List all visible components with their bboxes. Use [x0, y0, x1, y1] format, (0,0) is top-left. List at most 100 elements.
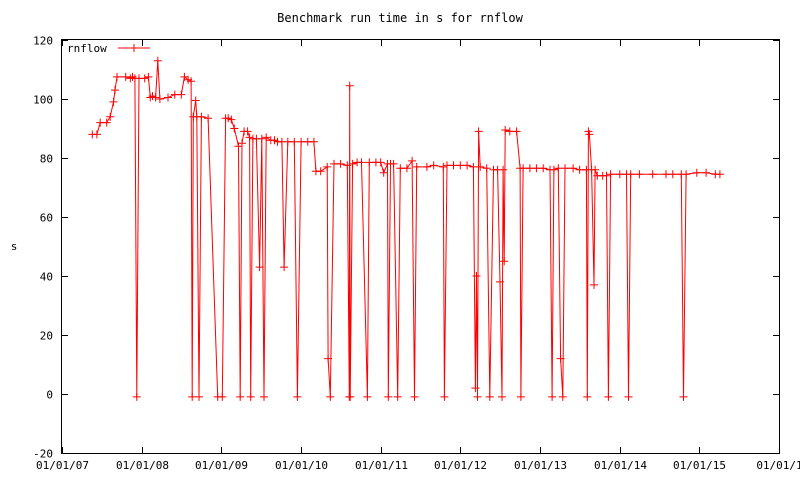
data-point — [422, 162, 431, 171]
data-point — [482, 164, 491, 173]
y-tick-label: 80 — [40, 153, 53, 166]
data-point — [439, 162, 448, 171]
data-point — [187, 77, 196, 86]
data-point — [412, 162, 421, 171]
data-point — [316, 167, 325, 176]
data-point — [498, 392, 506, 401]
series-layer — [88, 56, 724, 401]
data-point — [230, 124, 239, 133]
data-point — [280, 263, 289, 272]
data-point — [485, 392, 494, 401]
data-point — [348, 159, 357, 168]
data-point — [471, 384, 480, 393]
data-point — [549, 165, 558, 174]
x-tick-label: 01/01/14 — [594, 459, 647, 472]
data-point — [499, 165, 508, 174]
data-point — [191, 96, 200, 105]
data-point — [548, 392, 557, 401]
data-point — [297, 137, 306, 146]
data-point — [440, 392, 449, 401]
data-point — [648, 170, 657, 179]
data-point — [309, 137, 318, 146]
data-point — [496, 277, 504, 286]
data-point — [583, 392, 592, 401]
data-point — [389, 159, 398, 168]
data-point — [257, 134, 266, 143]
data-point — [410, 392, 419, 401]
data-point — [429, 161, 438, 170]
y-axis-label: s — [11, 240, 18, 253]
data-point — [575, 165, 584, 174]
data-point — [604, 392, 613, 401]
x-tick-label: 01/01/10 — [275, 459, 328, 472]
y-tick-label: 100 — [33, 94, 53, 107]
data-point — [516, 392, 525, 401]
data-point — [702, 168, 711, 177]
y-tick-label: 0 — [46, 389, 53, 402]
data-point — [505, 127, 514, 136]
data-point — [519, 164, 528, 173]
data-point — [336, 159, 345, 168]
data-point — [363, 392, 372, 401]
data-point — [624, 392, 633, 401]
data-point — [245, 133, 254, 142]
data-point — [602, 171, 611, 180]
legend: rnflow — [67, 42, 150, 55]
y-tick-label: 40 — [40, 271, 53, 284]
data-point — [151, 93, 160, 102]
y-tick-label: 60 — [40, 212, 53, 225]
data-point — [188, 392, 197, 401]
data-point — [532, 164, 541, 173]
data-point — [106, 112, 115, 121]
data-point — [554, 164, 563, 173]
data-point — [290, 137, 299, 146]
data-point — [585, 130, 594, 139]
data-point — [346, 392, 355, 401]
data-point — [556, 354, 565, 363]
data-point — [227, 115, 236, 124]
data-point — [293, 392, 302, 401]
chart-title: Benchmark run time in s for rnflow — [277, 11, 523, 25]
data-point — [635, 170, 644, 179]
data-point — [500, 257, 509, 266]
data-point — [246, 392, 255, 401]
y-tick-label: 20 — [40, 330, 53, 343]
x-tick-label: 01/01/07 — [36, 459, 89, 472]
x-tick-label: 01/01/11 — [355, 459, 408, 472]
data-point — [569, 164, 578, 173]
data-point — [512, 127, 521, 136]
y-tick-label: -20 — [33, 448, 53, 461]
data-point — [456, 161, 465, 170]
data-point — [715, 170, 724, 179]
data-point — [204, 114, 213, 123]
data-point — [345, 81, 354, 90]
data-point — [668, 170, 677, 179]
data-point — [615, 170, 624, 179]
data-point — [113, 72, 121, 81]
data-point — [379, 168, 388, 177]
data-point — [558, 392, 567, 401]
data-point — [692, 168, 701, 177]
data-point — [561, 164, 569, 173]
data-point — [590, 280, 598, 289]
axis-ticks: 01/01/07 01/01/08 01/01/09 01/01/10 01/01/11… — [33, 35, 800, 473]
x-tick-label: 01/01/13 — [514, 459, 567, 472]
data-point — [111, 86, 119, 95]
data-point — [469, 162, 478, 171]
data-point — [343, 161, 352, 170]
data-point — [473, 392, 482, 401]
data-point — [260, 392, 268, 401]
data-point — [236, 392, 245, 401]
data-point — [262, 133, 271, 142]
data-point — [679, 392, 688, 401]
data-point — [662, 170, 670, 179]
data-point — [539, 164, 548, 173]
x-tick-label: 01/01/15 — [673, 459, 726, 472]
data-point — [376, 158, 385, 167]
data-point — [472, 272, 481, 280]
data-point — [102, 118, 111, 127]
data-point — [606, 170, 615, 179]
data-point — [195, 392, 203, 401]
x-tick-label: 01/01/12 — [434, 459, 487, 472]
